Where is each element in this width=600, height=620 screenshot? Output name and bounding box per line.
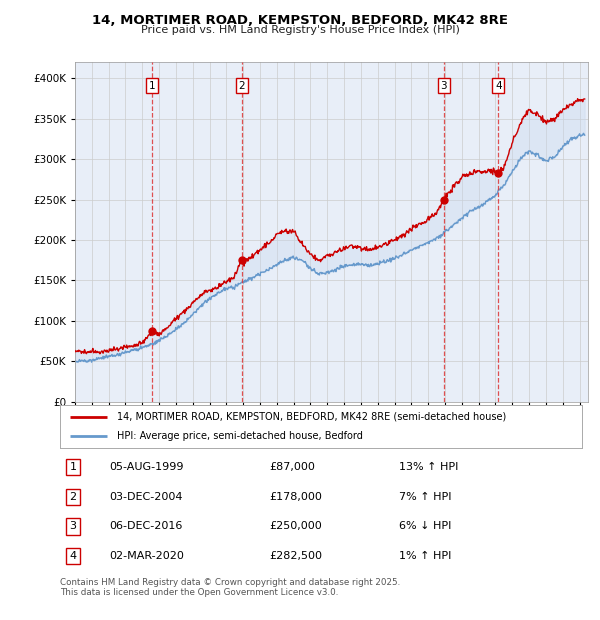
Text: 14, MORTIMER ROAD, KEMPSTON, BEDFORD, MK42 8RE: 14, MORTIMER ROAD, KEMPSTON, BEDFORD, MK… — [92, 14, 508, 27]
Text: 2: 2 — [70, 492, 77, 502]
Text: 1: 1 — [149, 81, 155, 91]
Text: HPI: Average price, semi-detached house, Bedford: HPI: Average price, semi-detached house,… — [118, 432, 363, 441]
Text: 6% ↓ HPI: 6% ↓ HPI — [400, 521, 452, 531]
Text: £282,500: £282,500 — [269, 551, 322, 561]
Text: 03-DEC-2004: 03-DEC-2004 — [110, 492, 183, 502]
Text: 13% ↑ HPI: 13% ↑ HPI — [400, 462, 458, 472]
Text: £250,000: £250,000 — [269, 521, 322, 531]
Text: 4: 4 — [495, 81, 502, 91]
Text: 14, MORTIMER ROAD, KEMPSTON, BEDFORD, MK42 8RE (semi-detached house): 14, MORTIMER ROAD, KEMPSTON, BEDFORD, MK… — [118, 412, 506, 422]
Text: 05-AUG-1999: 05-AUG-1999 — [110, 462, 184, 472]
Text: 4: 4 — [70, 551, 77, 561]
Text: 7% ↑ HPI: 7% ↑ HPI — [400, 492, 452, 502]
Text: 06-DEC-2016: 06-DEC-2016 — [110, 521, 183, 531]
Text: 1% ↑ HPI: 1% ↑ HPI — [400, 551, 452, 561]
Text: 3: 3 — [440, 81, 447, 91]
Text: 1: 1 — [70, 462, 77, 472]
Text: Price paid vs. HM Land Registry's House Price Index (HPI): Price paid vs. HM Land Registry's House … — [140, 25, 460, 35]
Text: £178,000: £178,000 — [269, 492, 322, 502]
Text: £87,000: £87,000 — [269, 462, 314, 472]
Text: Contains HM Land Registry data © Crown copyright and database right 2025.
This d: Contains HM Land Registry data © Crown c… — [60, 578, 400, 597]
Text: 02-MAR-2020: 02-MAR-2020 — [110, 551, 184, 561]
Text: 3: 3 — [70, 521, 77, 531]
Text: 2: 2 — [239, 81, 245, 91]
